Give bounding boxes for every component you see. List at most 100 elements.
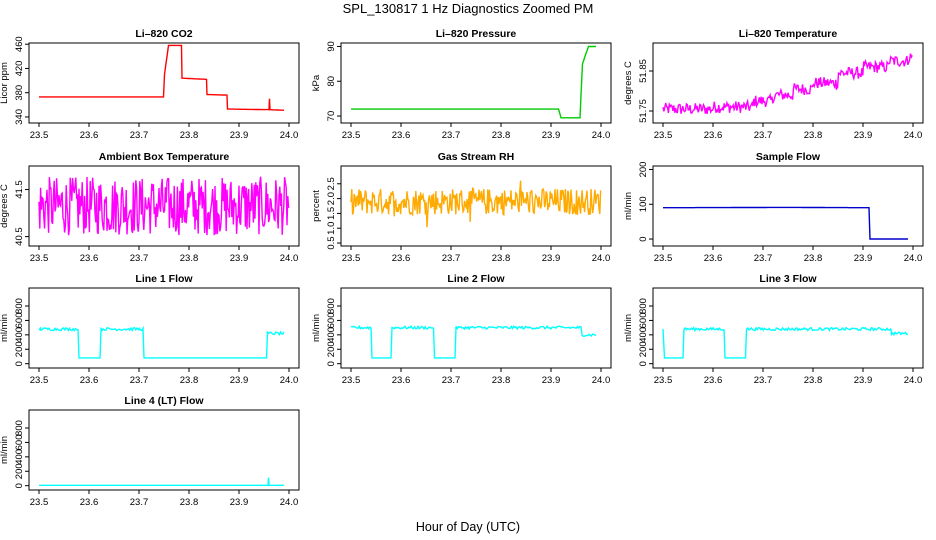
plot-frame [340, 165, 612, 247]
x-tick-label: 23.5 [30, 497, 49, 508]
y-tick-label: 200 [14, 463, 25, 479]
panel-2: Li–820 Pressure kPa 70 80 90 23.5 23.6 23.7 23.8… [311, 28, 612, 141]
plot-frame [652, 165, 924, 247]
series-line [38, 325, 285, 359]
x-tick-label: 23.8 [804, 375, 823, 386]
x-tick-label: 23.8 [804, 130, 823, 141]
x-tick-label: 23.9 [854, 130, 873, 141]
y-tick-label: 1.5 [326, 207, 337, 220]
y-tick-label: 200 [326, 341, 337, 357]
x-tick-label: 23.6 [704, 253, 723, 264]
x-tick-label: 23.7 [442, 130, 461, 141]
y-tick-label: 600 [14, 313, 25, 329]
y-tick-label: 0 [326, 361, 337, 366]
y-tick-label: 400 [14, 327, 25, 343]
y-tick-label: 340 [14, 109, 25, 125]
y-tick-label: 400 [14, 449, 25, 465]
y-tick-label: 200 [638, 341, 649, 357]
x-tick-label: 23.7 [754, 130, 773, 141]
y-axis-label: ml/min [0, 436, 10, 464]
y-tick-label: 420 [14, 61, 25, 77]
plot-frame [28, 287, 300, 369]
panel-title: Line 1 Flow [135, 273, 193, 285]
x-tick-label: 23.5 [342, 130, 361, 141]
x-tick-label: 23.6 [392, 253, 411, 264]
x-tick-label: 23.7 [442, 375, 461, 386]
x-tick-label: 24.0 [280, 130, 299, 141]
y-tick-label: 40.5 [14, 227, 25, 246]
x-tick-label: 23.6 [80, 130, 99, 141]
figure-xlabel: Hour of Day (UTC) [416, 520, 520, 534]
plot-frame [340, 42, 612, 124]
x-tick-label: 23.7 [130, 375, 149, 386]
y-tick-label: 41.5 [14, 180, 25, 199]
plot-frame [28, 165, 300, 247]
x-tick-label: 23.9 [854, 253, 873, 264]
x-tick-label: 24.0 [592, 375, 611, 386]
x-tick-label: 23.9 [854, 375, 873, 386]
y-tick-label: 400 [638, 327, 649, 343]
x-tick-label: 23.7 [130, 130, 149, 141]
x-tick-label: 23.9 [542, 130, 561, 141]
x-tick-label: 23.5 [654, 130, 673, 141]
y-tick-label: 600 [326, 313, 337, 329]
y-axis-label: percent [311, 190, 322, 222]
x-tick-label: 23.5 [30, 375, 49, 386]
x-tick-label: 23.6 [80, 497, 99, 508]
x-tick-label: 23.8 [180, 497, 199, 508]
x-tick-label: 23.8 [492, 375, 511, 386]
series-line [350, 324, 597, 359]
x-tick-label: 24.0 [904, 253, 923, 264]
x-tick-label: 23.8 [180, 253, 199, 264]
panel-1: Li–820 CO2 Licor ppm 340 380 420 460 23.5 23.6 2… [0, 28, 300, 141]
x-tick-label: 23.7 [442, 253, 461, 264]
x-tick-label: 23.7 [130, 253, 149, 264]
x-tick-label: 23.9 [542, 253, 561, 264]
x-tick-label: 23.9 [230, 130, 249, 141]
x-tick-label: 23.8 [492, 130, 511, 141]
series-line [38, 176, 290, 236]
x-tick-label: 23.6 [392, 130, 411, 141]
y-axis-label: ml/min [311, 314, 322, 342]
x-tick-label: 23.5 [30, 253, 49, 264]
panel-3: Li–820 Temperature degrees C 51.75 51.85 23.… [623, 28, 924, 141]
y-tick-label: 2.0 [326, 192, 337, 205]
y-tick-label: 200 [638, 162, 649, 178]
x-tick-label: 23.5 [342, 375, 361, 386]
y-tick-label: 800 [638, 298, 649, 314]
y-tick-label: 600 [14, 435, 25, 451]
plot-frame [340, 287, 612, 369]
x-tick-label: 23.5 [342, 253, 361, 264]
y-axis-label: degrees C [0, 184, 10, 228]
y-axis-label: ml/min [0, 314, 10, 342]
x-tick-label: 24.0 [280, 253, 299, 264]
y-tick-label: 380 [14, 85, 25, 101]
series-line [663, 206, 908, 240]
x-tick-label: 24.0 [904, 130, 923, 141]
panel-title: Line 4 (LT) Flow [124, 395, 204, 407]
y-axis-label: kPa [311, 74, 322, 91]
y-tick-label: 100 [638, 196, 649, 212]
panel-title: Li–820 Pressure [436, 28, 517, 40]
x-tick-label: 23.7 [130, 497, 149, 508]
x-tick-label: 23.6 [80, 253, 99, 264]
figure-title: SPL_130817 1 Hz Diagnostics Zoomed PM [343, 1, 594, 16]
panel-title: Sample Flow [756, 151, 821, 163]
x-tick-label: 23.6 [80, 375, 99, 386]
series-line [350, 180, 602, 228]
panel-5: Gas Stream RH percent 0.51.0 1.5 2.0 2.5 23.5 2… [311, 151, 612, 264]
x-tick-label: 23.5 [654, 375, 673, 386]
y-tick-label: 0 [14, 483, 25, 488]
x-tick-label: 23.9 [230, 253, 249, 264]
y-tick-label: 0 [14, 361, 25, 366]
y-tick-label: 1.0 [326, 222, 337, 235]
y-tick-label: 0 [638, 361, 649, 366]
plot-frame [652, 42, 924, 124]
y-tick-label: 0.5 [326, 236, 337, 249]
x-tick-label: 23.7 [754, 375, 773, 386]
y-tick-label: 80 [326, 76, 337, 87]
series-line [39, 477, 284, 486]
